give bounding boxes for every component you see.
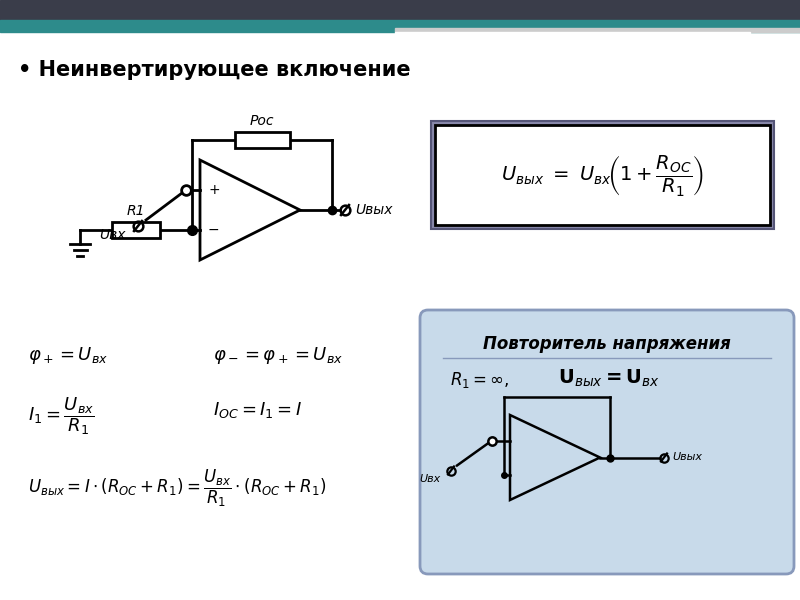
Text: $\mathbf{U_{\mathit{вых}} = U_{\mathit{вх}}}$: $\mathbf{U_{\mathit{вых}} = U_{\mathit{в…	[558, 368, 660, 389]
Text: $U_{\mathit{вых}} = I \cdot (R_{\mathit{ОС}} + R_1) = \dfrac{U_{\mathit{вх}}}{R_: $U_{\mathit{вых}} = I \cdot (R_{\mathit{…	[28, 468, 326, 509]
Bar	[234, 132, 290, 148]
Bar	[395, 32, 750, 35]
Text: R1: R1	[126, 204, 146, 218]
Text: $I_1 = \dfrac{U_{\mathit{вх}}}{R_1}$: $I_1 = \dfrac{U_{\mathit{вх}}}{R_1}$	[28, 395, 94, 437]
Bar	[435, 125, 770, 225]
Text: Uвх: Uвх	[99, 228, 126, 242]
Bar	[0, 20, 800, 32]
Text: Повторитель напряжения: Повторитель напряжения	[483, 335, 731, 353]
Text: $\varphi_+ = U_{\mathit{вх}}$: $\varphi_+ = U_{\mathit{вх}}$	[28, 345, 108, 366]
Text: −: −	[208, 223, 220, 237]
Text: $R_1 = \infty,$: $R_1 = \infty,$	[450, 370, 510, 390]
Text: $\varphi_- = \varphi_+ = U_{\mathit{вх}}$: $\varphi_- = \varphi_+ = U_{\mathit{вх}}…	[213, 345, 343, 366]
Bar	[0, 0, 800, 20]
Text: Uвых: Uвых	[672, 452, 702, 463]
Text: $I_{\mathit{ОС}} = I_1 = I$: $I_{\mathit{ОС}} = I_1 = I$	[213, 400, 302, 420]
Bar	[395, 28, 800, 32]
Text: Uвх: Uвх	[420, 473, 441, 484]
FancyBboxPatch shape	[420, 310, 794, 574]
Bar	[112, 222, 160, 238]
Text: $U_{\mathit{вых}}\ =\ U_{\mathit{вх}}\!\left(1 + \dfrac{R_{\mathit{ОС}}}{R_1}\ri: $U_{\mathit{вых}}\ =\ U_{\mathit{вх}}\!\…	[501, 152, 704, 197]
Text: +: +	[208, 183, 220, 197]
Bar	[431, 121, 774, 229]
Text: Рос: Рос	[250, 114, 274, 128]
Text: Uвых: Uвых	[355, 203, 393, 217]
Text: • Неинвертирующее включение: • Неинвертирующее включение	[18, 60, 410, 80]
